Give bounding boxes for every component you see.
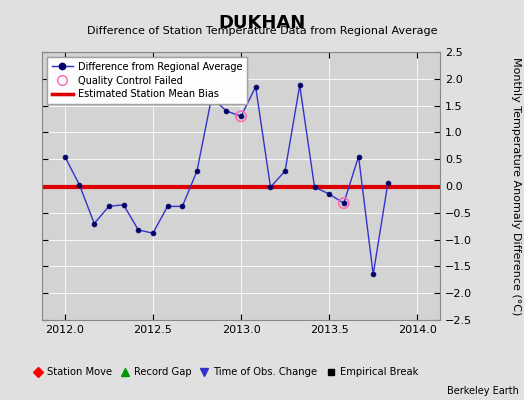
Point [237, 113, 245, 120]
Text: Berkeley Earth: Berkeley Earth [447, 386, 519, 396]
Legend: Station Move, Record Gap, Time of Obs. Change, Empirical Break: Station Move, Record Gap, Time of Obs. C… [30, 364, 421, 380]
Text: Difference of Station Temperature Data from Regional Average: Difference of Station Temperature Data f… [87, 26, 437, 36]
Legend: Difference from Regional Average, Quality Control Failed, Estimated Station Mean: Difference from Regional Average, Qualit… [47, 57, 247, 104]
Text: DUKHAN: DUKHAN [219, 14, 305, 32]
Point [340, 200, 348, 206]
Text: Monthly Temperature Anomaly Difference (°C): Monthly Temperature Anomaly Difference (… [511, 57, 521, 315]
